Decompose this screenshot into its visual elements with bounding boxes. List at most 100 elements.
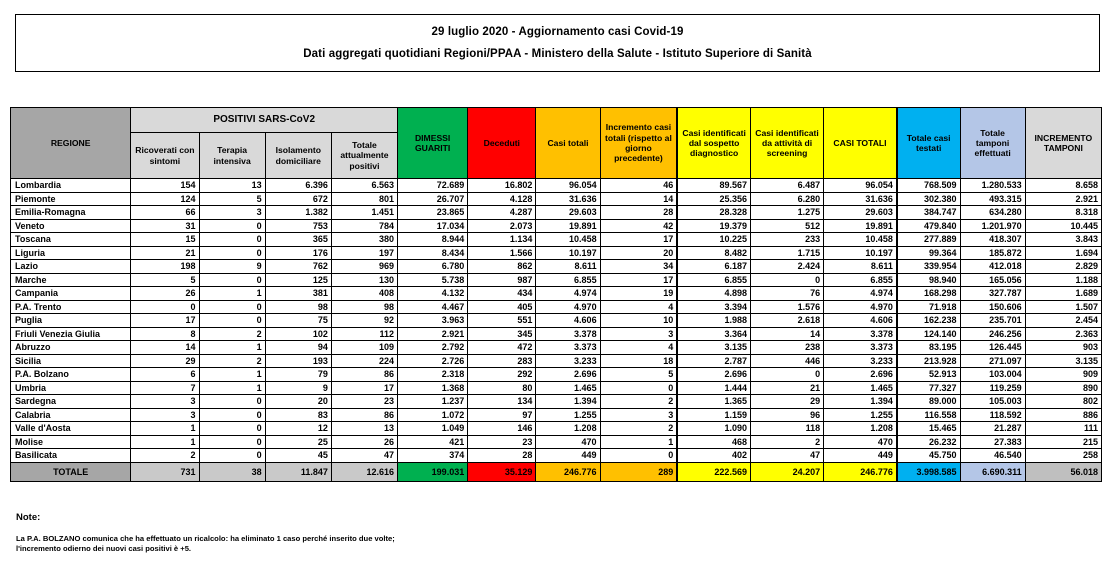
table-row: Molise 1 0 25 26 421 23 470 1 468 2 470 26.232 27.383…	[9, 434, 1103, 449]
totale-value-cell: 731	[130, 461, 200, 482]
value-cell: 784	[330, 218, 399, 233]
header-totale-attualmente-positivi: Totale attualmente positivi	[330, 132, 399, 179]
header-dimessi-guariti: DIMESSI GUARITI	[397, 107, 469, 179]
table-row: Marche 5 0 125 130 5.738 987 6.855 17 6.855 0 6.855…	[9, 272, 1103, 287]
region-name-cell: Campania	[9, 286, 132, 301]
value-cell: 66	[130, 205, 200, 220]
value-cell: 18	[599, 353, 678, 368]
value-cell: 8.434	[397, 245, 469, 260]
value-cell: 4	[599, 299, 678, 314]
value-cell: 0	[198, 394, 266, 409]
value-cell: 103.004	[959, 367, 1026, 382]
totale-value-cell: 3.998.585	[896, 461, 961, 482]
value-cell: 1.394	[823, 394, 898, 409]
totale-value-cell: 246.776	[823, 461, 898, 482]
value-cell: 29.603	[823, 205, 898, 220]
value-cell: 672	[264, 191, 332, 206]
value-cell: 418.307	[959, 232, 1026, 247]
value-cell: 1.188	[1024, 272, 1103, 287]
value-cell: 10.458	[535, 232, 601, 247]
table-row: Umbria 7 1 9 17 1.368 80 1.465 0 1.444 21 1.465 77.3…	[9, 380, 1103, 395]
value-cell: 118.592	[959, 407, 1026, 422]
value-cell: 6.280	[749, 191, 825, 206]
value-cell: 124	[130, 191, 200, 206]
value-cell: 3.378	[823, 326, 898, 341]
header-terapia-intensiva: Terapia intensiva	[198, 132, 266, 179]
value-cell: 94	[264, 340, 332, 355]
value-cell: 2.829	[1024, 259, 1103, 274]
note-line-2: l'incremento odierno dei nuovi casi posi…	[16, 544, 192, 554]
value-cell: 8.318	[1024, 205, 1103, 220]
region-name-cell: Lombardia	[9, 178, 132, 193]
table-row: Basilicata 2 0 45 47 374 28 449 0 402 47 449 45.750 4…	[9, 448, 1103, 463]
value-cell: 6.396	[264, 178, 332, 193]
region-name-cell: Sardegna	[9, 394, 132, 409]
value-cell: 493.315	[959, 191, 1026, 206]
value-cell: 10.458	[823, 232, 898, 247]
value-cell: 5	[599, 367, 678, 382]
table-row: Sardegna 3 0 20 23 1.237 134 1.394 2 1.365 29 1.394…	[9, 394, 1103, 409]
value-cell: 17.034	[397, 218, 469, 233]
value-cell: 119.259	[959, 380, 1026, 395]
value-cell: 47	[749, 448, 825, 463]
value-cell: 0	[599, 380, 678, 395]
value-cell: 45.750	[896, 448, 961, 463]
value-cell: 79	[264, 367, 332, 382]
value-cell: 271.097	[959, 353, 1026, 368]
value-cell: 10.197	[823, 245, 898, 260]
table-row: Puglia 17 0 75 92 3.963 551 4.606 10 1.988 2.618 4.…	[9, 313, 1103, 328]
value-cell: 10.445	[1024, 218, 1103, 233]
value-cell: 4.287	[467, 205, 537, 220]
value-cell: 1.576	[749, 299, 825, 314]
value-cell: 374	[397, 448, 469, 463]
value-cell: 3	[599, 326, 678, 341]
value-cell: 14	[749, 326, 825, 341]
value-cell: 29	[130, 353, 200, 368]
region-name-cell: Liguria	[9, 245, 132, 260]
value-cell: 77.327	[896, 380, 961, 395]
value-cell: 2.696	[535, 367, 601, 382]
value-cell: 34	[599, 259, 678, 274]
value-cell: 2	[198, 353, 266, 368]
region-name-cell: Valle d'Aosta	[9, 421, 132, 436]
value-cell: 21	[749, 380, 825, 395]
value-cell: 19.379	[676, 218, 751, 233]
value-cell: 449	[823, 448, 898, 463]
value-cell: 14	[599, 191, 678, 206]
value-cell: 2.318	[397, 367, 469, 382]
totale-value-cell: 6.690.311	[959, 461, 1026, 482]
table-row: Calabria 3 0 83 86 1.072 97 1.255 3 1.159 96 1.255 1…	[9, 407, 1103, 422]
value-cell: 0	[749, 272, 825, 287]
value-cell: 551	[467, 313, 537, 328]
value-cell: 1.368	[397, 380, 469, 395]
value-cell: 3.364	[676, 326, 751, 341]
value-cell: 134	[467, 394, 537, 409]
value-cell: 165.056	[959, 272, 1026, 287]
value-cell: 10.197	[535, 245, 601, 260]
value-cell: 99.364	[896, 245, 961, 260]
value-cell: 150.606	[959, 299, 1026, 314]
value-cell: 96.054	[535, 178, 601, 193]
value-cell: 98	[330, 299, 399, 314]
value-cell: 12	[264, 421, 332, 436]
header-casi-sospetto: Casi identificati dal sospetto diagnosti…	[676, 107, 751, 179]
value-cell: 2.454	[1024, 313, 1103, 328]
value-cell: 6.855	[823, 272, 898, 287]
value-cell: 71.918	[896, 299, 961, 314]
value-cell: 277.889	[896, 232, 961, 247]
value-cell: 258	[1024, 448, 1103, 463]
value-cell: 3.233	[823, 353, 898, 368]
value-cell: 97	[467, 407, 537, 422]
value-cell: 402	[676, 448, 751, 463]
value-cell: 5	[198, 191, 266, 206]
value-cell: 405	[467, 299, 537, 314]
value-cell: 421	[397, 434, 469, 449]
value-cell: 17	[330, 380, 399, 395]
value-cell: 1.090	[676, 421, 751, 436]
totale-value-cell: 24.207	[749, 461, 825, 482]
value-cell: 2.726	[397, 353, 469, 368]
value-cell: 0	[198, 313, 266, 328]
table-row: Lombardia 154 13 6.396 6.563 72.689 16.802 96.0…	[9, 178, 1103, 193]
region-name-cell: P.A. Trento	[9, 299, 132, 314]
value-cell: 193	[264, 353, 332, 368]
